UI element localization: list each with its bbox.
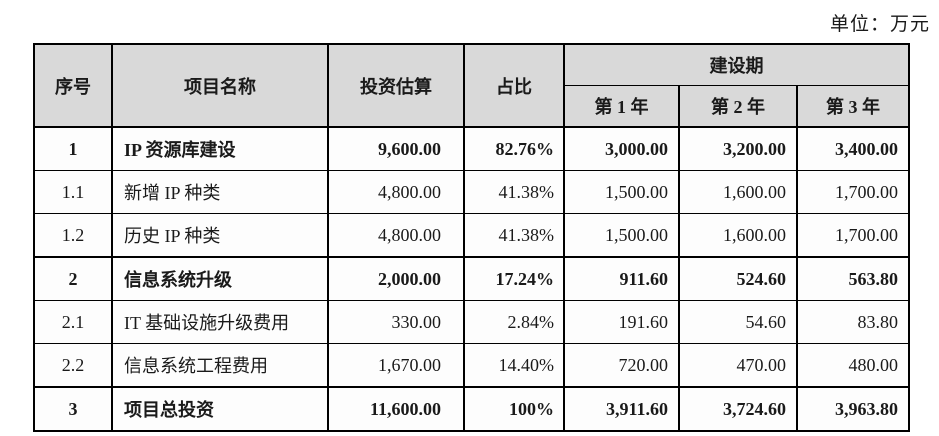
- table-header: 序号 项目名称 投资估算 占比 建设期 第 1 年 第 2 年 第 3 年: [33, 43, 911, 128]
- cell-investment: 4,800.00: [327, 170, 465, 214]
- col-header-year2: 第 2 年: [678, 85, 798, 128]
- col-header-name: 项目名称: [111, 43, 329, 128]
- cell-ratio: 100%: [463, 386, 565, 432]
- cell-year1: 720.00: [563, 343, 680, 388]
- cell-ratio: 14.40%: [463, 343, 565, 388]
- cell-investment: 330.00: [327, 300, 465, 344]
- cell-year2: 54.60: [678, 300, 798, 344]
- cell-index: 1: [33, 126, 113, 171]
- cell-year2: 3,200.00: [678, 126, 798, 171]
- cell-index: 2.2: [33, 343, 113, 388]
- cell-year3: 83.80: [795, 300, 911, 344]
- cell-name: 信息系统升级: [111, 256, 329, 301]
- cell-name: IT 基础设施升级费用: [111, 300, 329, 344]
- table-row: 1 IP 资源库建设 9,600.00 82.76% 3,000.00 3,20…: [33, 126, 911, 171]
- col-header-investment: 投资估算: [327, 43, 465, 128]
- cell-year1: 911.60: [563, 256, 680, 301]
- cell-index: 2.1: [33, 300, 113, 344]
- cell-year2: 1,600.00: [678, 213, 798, 258]
- investment-estimate-table: 序号 项目名称 投资估算 占比 建设期 第 1 年 第 2 年 第 3 年 1 …: [33, 43, 911, 432]
- cell-investment: 4,800.00: [327, 213, 465, 258]
- cell-ratio: 41.38%: [463, 170, 565, 214]
- unit-label: 单位：万元: [829, 14, 930, 35]
- col-header-construction-period: 建设期: [562, 43, 911, 86]
- cell-name: 历史 IP 种类: [111, 213, 329, 258]
- table-row: 2 信息系统升级 2,000.00 17.24% 911.60 524.60 5…: [33, 256, 911, 301]
- cell-investment: 9,600.00: [327, 126, 465, 171]
- cell-year3: 3,963.80: [795, 386, 911, 432]
- cell-year3: 1,700.00: [795, 170, 911, 214]
- cell-year1: 1,500.00: [563, 170, 680, 214]
- col-header-year3: 第 3 年: [795, 85, 911, 128]
- cell-year1: 191.60: [563, 300, 680, 344]
- cell-index: 3: [33, 386, 113, 432]
- cell-year2: 1,600.00: [678, 170, 798, 214]
- cell-year3: 563.80: [795, 256, 911, 301]
- table-row: 1.1 新增 IP 种类 4,800.00 41.38% 1,500.00 1,…: [33, 170, 911, 214]
- cell-year3: 3,400.00: [795, 126, 911, 171]
- header-row-top: 序号 项目名称 投资估算 占比 建设期: [33, 43, 911, 128]
- cell-year2: 3,724.60: [678, 386, 798, 432]
- cell-year2: 524.60: [678, 256, 798, 301]
- cell-ratio: 82.76%: [463, 126, 565, 171]
- cell-name: 信息系统工程费用: [111, 343, 329, 388]
- cell-year3: 480.00: [795, 343, 911, 388]
- cell-name: 项目总投资: [111, 386, 329, 432]
- col-header-ratio: 占比: [463, 43, 565, 128]
- table-row: 2.2 信息系统工程费用 1,670.00 14.40% 720.00 470.…: [33, 343, 911, 388]
- cell-investment: 11,600.00: [327, 386, 465, 432]
- table-row: 3 项目总投资 11,600.00 100% 3,911.60 3,724.60…: [33, 386, 911, 432]
- header-row-years: 第 1 年 第 2 年 第 3 年: [34, 85, 911, 128]
- table-row: 2.1 IT 基础设施升级费用 330.00 2.84% 191.60 54.6…: [33, 300, 911, 344]
- cell-name: 新增 IP 种类: [111, 170, 329, 214]
- cell-year1: 3,911.60: [563, 386, 680, 432]
- cell-ratio: 17.24%: [463, 256, 565, 301]
- cell-investment: 1,670.00: [327, 343, 465, 388]
- cell-year3: 1,700.00: [795, 213, 911, 258]
- cell-ratio: 2.84%: [463, 300, 565, 344]
- col-header-index: 序号: [33, 43, 113, 128]
- cell-index: 2: [33, 256, 113, 301]
- cell-year1: 1,500.00: [563, 213, 680, 258]
- cell-year2: 470.00: [678, 343, 798, 388]
- table-body: 1 IP 资源库建设 9,600.00 82.76% 3,000.00 3,20…: [33, 126, 911, 432]
- cell-year1: 3,000.00: [563, 126, 680, 171]
- cell-name: IP 资源库建设: [111, 126, 329, 171]
- table-row: 1.2 历史 IP 种类 4,800.00 41.38% 1,500.00 1,…: [33, 213, 911, 258]
- cell-index: 1.1: [33, 170, 113, 214]
- col-header-year1: 第 1 年: [563, 85, 680, 128]
- cell-investment: 2,000.00: [327, 256, 465, 301]
- cell-index: 1.2: [33, 213, 113, 258]
- cell-ratio: 41.38%: [463, 213, 565, 258]
